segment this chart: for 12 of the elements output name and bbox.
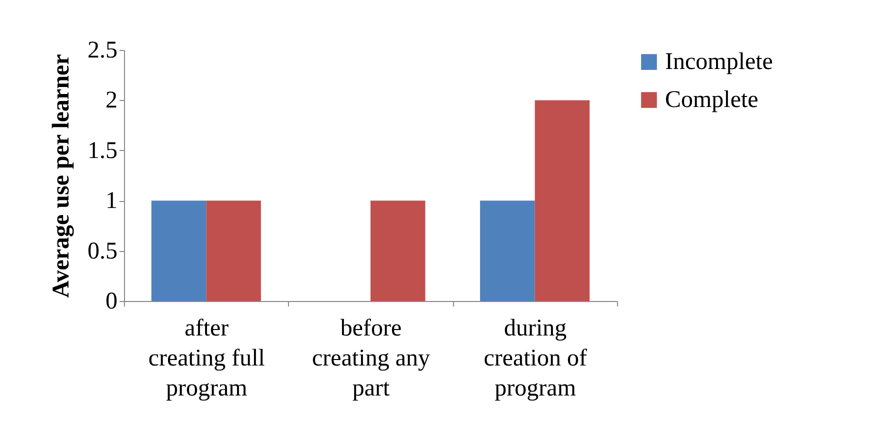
y-tick-label: 0.5 (88, 238, 118, 264)
x-tick-label: after creating full program (148, 316, 266, 402)
x-tick-label: before creating any part (312, 316, 430, 402)
y-axis-title: Average use per learner (48, 54, 74, 298)
y-tick-label: 1 (106, 188, 118, 214)
legend-label: Incomplete (665, 49, 773, 75)
x-tick-label: during creation of program (484, 316, 587, 402)
y-tick-label: 2.5 (88, 38, 118, 64)
y-tick-label: 1.5 (88, 138, 118, 164)
legend-label: Complete (665, 87, 758, 113)
y-tick-label: 2 (106, 88, 118, 114)
y-tick-label: 0 (106, 288, 118, 314)
